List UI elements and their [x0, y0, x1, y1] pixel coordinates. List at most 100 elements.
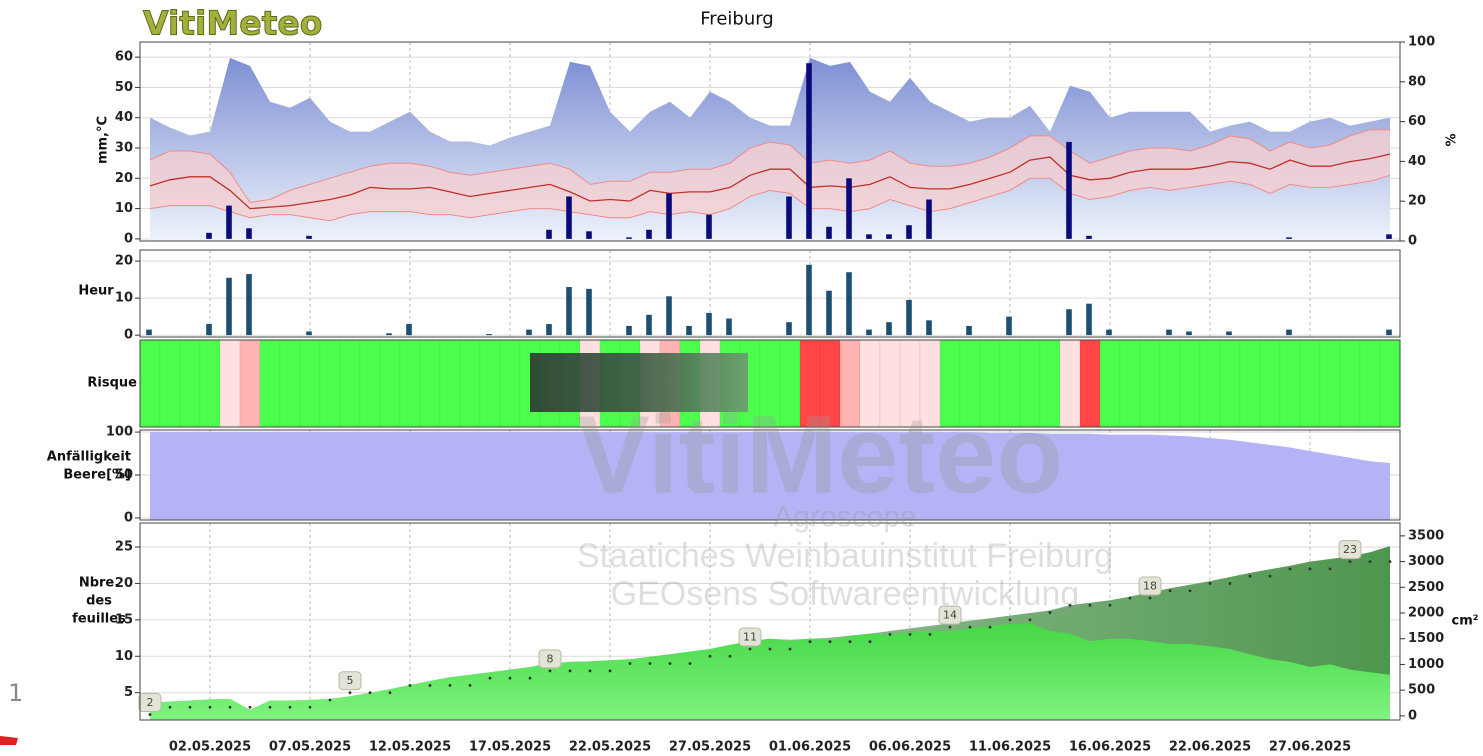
watermark-line: Agroscope — [773, 501, 916, 534]
bar — [726, 318, 732, 335]
x-tick-label: 16.06.2025 — [1069, 740, 1151, 755]
bar — [566, 196, 572, 238]
y-axis-label: Anfälligkeit — [47, 450, 131, 465]
bar — [1086, 304, 1092, 335]
edge-mark — [0, 736, 18, 745]
leaf-count-dot — [1129, 597, 1132, 600]
leaf-count-dot — [1209, 582, 1212, 585]
risk-cell — [180, 340, 200, 427]
bar — [246, 228, 252, 239]
leaf-count-dot — [429, 684, 432, 687]
y-axis-label: Nbre. — [79, 576, 119, 591]
leaf-count-dot — [569, 669, 572, 672]
leaf-count-dot — [1329, 567, 1332, 570]
x-tick-label: 02.05.2025 — [169, 740, 251, 755]
x-tick-label: 07.05.2025 — [269, 740, 351, 755]
risk-cell — [1300, 340, 1320, 427]
bar — [206, 233, 212, 239]
edge-text: 1 — [8, 679, 23, 707]
risk-cell — [160, 340, 180, 427]
x-tick-label: 22.06.2025 — [1169, 740, 1251, 755]
leaf-count-dot — [269, 706, 272, 709]
bar — [1226, 331, 1232, 335]
leaf-count-dot — [229, 706, 232, 709]
watermark-title: VitiMeteo — [577, 394, 1064, 517]
leaf-count-label: 2 — [147, 696, 154, 709]
y-tick-label: 10 — [115, 201, 133, 216]
risk-cell — [1180, 340, 1200, 427]
y-tick-label: 25 — [115, 540, 133, 555]
y2-tick-label: 40 — [1408, 154, 1426, 169]
bar — [646, 230, 652, 239]
y-tick-label: 10 — [115, 291, 133, 306]
bar — [706, 215, 712, 239]
bar — [826, 291, 832, 335]
bar — [486, 334, 492, 335]
y-tick-label: 10 — [115, 649, 133, 664]
leaf-count-dot — [409, 684, 412, 687]
leaf-count-dot — [609, 669, 612, 672]
risk-cell — [480, 340, 500, 427]
leaf-count-dot — [809, 640, 812, 643]
leaf-count-dot — [1309, 567, 1312, 570]
leaf-count-dot — [469, 684, 472, 687]
risk-cell — [200, 340, 220, 427]
bar — [386, 333, 392, 335]
leaf-count-dot — [749, 648, 752, 651]
leaf-count-label: 18 — [1143, 580, 1157, 593]
bar — [306, 236, 312, 239]
x-tick-label: 27.05.2025 — [669, 740, 751, 755]
leaf-count-dot — [1249, 575, 1252, 578]
y-axis-label: mm,°C — [96, 116, 111, 164]
y2-axis-label: % — [1445, 133, 1460, 146]
y2-tick-label: 60 — [1408, 114, 1426, 129]
bar — [1066, 142, 1072, 239]
y-axis-label: Risque — [87, 376, 137, 391]
leaf-count-dot — [889, 633, 892, 636]
bar — [666, 193, 672, 238]
y2-tick-label: 2000 — [1408, 606, 1444, 621]
leaf-count-dot — [649, 662, 652, 665]
bar — [806, 265, 812, 335]
leaf-count-dot — [1269, 575, 1272, 578]
leaf-count-dot — [989, 626, 992, 629]
bar — [586, 231, 592, 239]
y2-tick-label: 3000 — [1408, 554, 1444, 569]
risk-cell — [1260, 340, 1280, 427]
chart: VitiMeteo Freiburg 1 0102030405060020406… — [0, 0, 1483, 756]
bar — [846, 178, 852, 239]
y-axis-label: Heur — [78, 284, 114, 299]
x-tick-label: 06.06.2025 — [869, 740, 951, 755]
bar — [1286, 237, 1292, 239]
bar — [906, 300, 912, 335]
risk-cell — [1340, 340, 1360, 427]
leaf-count-dot — [629, 662, 632, 665]
bar — [926, 320, 932, 335]
x-tick-label: 17.05.2025 — [469, 740, 551, 755]
leaf-count-dot — [1289, 567, 1292, 570]
leaf-count-dot — [1009, 618, 1012, 621]
leaf-count-dot — [1349, 560, 1352, 563]
bar — [646, 315, 652, 335]
panel-background — [140, 250, 1400, 337]
risk-cell — [380, 340, 400, 427]
risk-cell — [1160, 340, 1180, 427]
y2-tick-label: 100 — [1408, 35, 1435, 50]
bar — [906, 225, 912, 239]
risk-cell — [1280, 340, 1300, 427]
risk-cell — [1360, 340, 1380, 427]
leaf-count-dot — [329, 699, 332, 702]
leaf-count-dot — [869, 640, 872, 643]
y2-tick-label: 20 — [1408, 194, 1426, 209]
leaf-count-dot — [509, 677, 512, 680]
bar — [626, 326, 632, 335]
bar — [226, 278, 232, 335]
bar — [626, 237, 632, 239]
bar — [806, 63, 812, 239]
y-tick-label: 20 — [115, 171, 133, 186]
leaf-count-dot — [209, 706, 212, 709]
y-axis-label: Beere[%] — [63, 468, 131, 483]
risk-cell — [260, 340, 280, 427]
risk-cell — [1220, 340, 1240, 427]
y-tick-label: 60 — [115, 50, 133, 65]
